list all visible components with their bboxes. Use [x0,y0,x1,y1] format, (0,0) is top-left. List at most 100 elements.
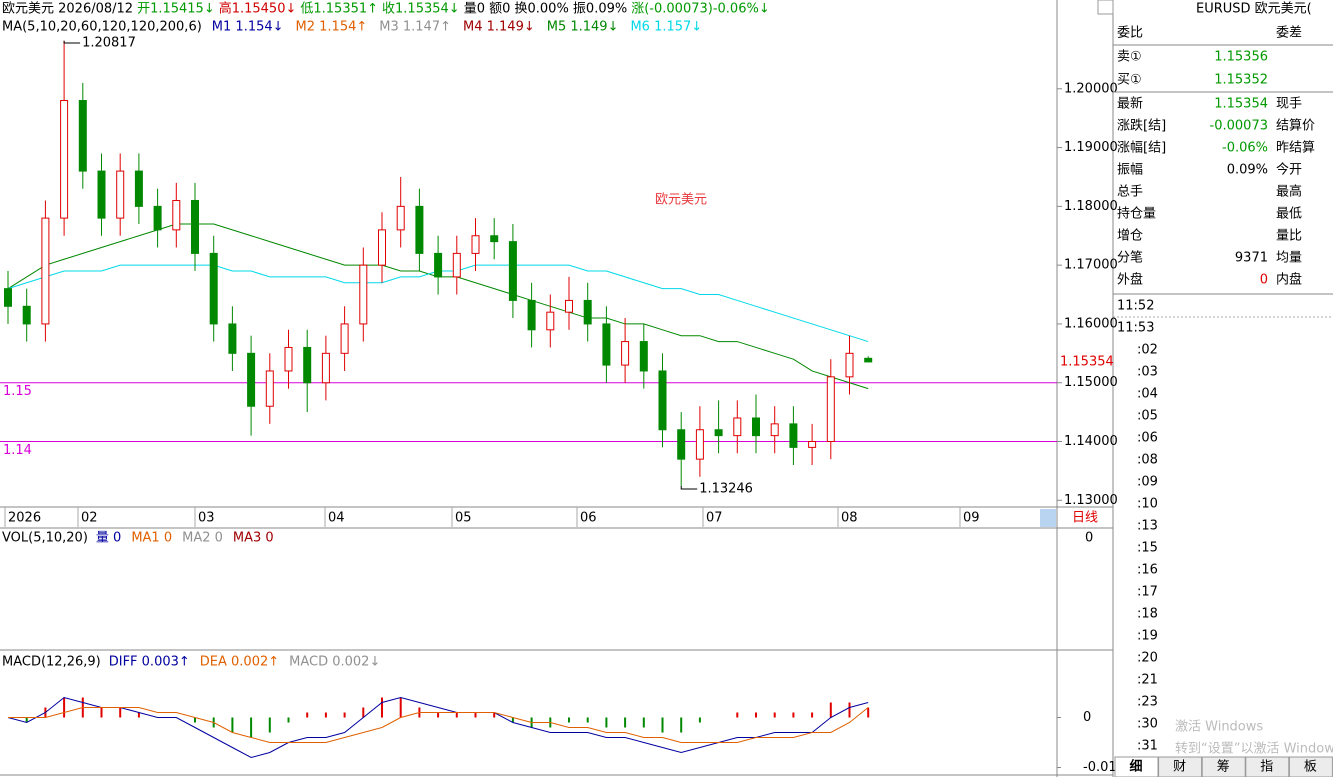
time-item: :08 [1137,453,1158,468]
time-item: :31 [1137,739,1158,754]
time-item: :04 [1137,387,1158,402]
x-tick-label: 05 [455,511,472,526]
candle-body [340,323,349,354]
candle-body [808,441,817,448]
candle-body [97,170,106,219]
min-pointer [680,485,698,490]
x-tick-label: 09 [963,511,980,526]
candle-body [228,323,237,354]
quote-item: 开1.15415↓ [137,2,215,17]
row-label: 最新 [1117,96,1143,112]
menu-box[interactable] [1097,0,1114,15]
candle-body [490,235,499,243]
candle-body [864,357,873,363]
candle-body [602,323,611,366]
y-tick-label: 1.15000 [1064,375,1118,390]
candle-body [247,352,256,407]
x-tick-label: 03 [198,511,215,526]
row-label: 增仓 [1117,229,1143,244]
macd-line [7,696,869,759]
scroll-box[interactable] [1040,509,1056,527]
candle-body [452,252,461,278]
book-label: 卖① [1117,50,1142,65]
period-label: 日线 [1072,511,1098,526]
candle-body [172,199,181,231]
time-item: :23 [1137,695,1158,710]
ma-legend-item: M6 1.157↓ [630,20,702,35]
time-item: :16 [1137,563,1158,578]
row-label: 总手 [1117,185,1143,200]
tab[interactable] [1245,756,1290,777]
quote-item: 高1.15450↓ [219,1,297,17]
candle-body [845,352,854,378]
candle-body [41,217,50,325]
time-item: :03 [1137,365,1158,380]
row-label: 内盘 [1276,272,1302,288]
candle-body [415,205,424,254]
max-pointer [63,40,81,44]
x-tick-label: 08 [841,511,858,526]
row-label: 涨跌[结] [1117,118,1166,134]
candle-body [714,429,723,437]
y-tick-label: 1.17000 [1064,258,1118,273]
ma-legend-item: M1 1.154↓ [212,20,284,35]
candle-body [4,288,12,307]
candle-body [621,341,630,366]
time-item: 11:52 [1117,299,1154,314]
row-label: 分笔 [1117,250,1143,266]
time-item: :21 [1137,673,1158,688]
max-label: 1.20817 [82,36,136,51]
candle-body [527,299,536,331]
tab[interactable] [1158,756,1203,777]
last-price: 1.15354 [1060,354,1114,369]
time-item: :05 [1137,409,1158,424]
watermark: 激活 Windows [1175,720,1263,735]
candle-body [770,423,779,437]
candle-body [22,305,31,325]
candle-body [789,423,798,448]
time-item: :15 [1137,541,1158,556]
macd-tick-label: 0 [1083,710,1091,725]
candle-body [378,229,386,266]
x-tick-label: 06 [580,511,597,526]
vol-title: VOL(5,10,20) [2,531,88,546]
row-label: 外盘 [1117,272,1143,288]
tab[interactable] [1288,756,1333,777]
candle-body [695,429,704,460]
tab[interactable] [1201,756,1246,777]
macd-tick-label: -0.01 [1083,760,1117,775]
candle-body [134,170,143,207]
row-label: 涨幅[结] [1117,141,1166,156]
row-label: 昨结算 [1276,141,1315,156]
ma-legend-item: M5 1.149↓ [547,20,619,35]
tab-label: 财 [1173,760,1186,775]
candle-body [209,252,218,325]
row-label: 量比 [1276,229,1302,244]
macd-legend: MACD 0.002↓ [289,655,380,670]
time-item: :13 [1137,519,1158,534]
candle-body [639,341,648,372]
macd-legend: DIFF 0.003↑ [109,655,190,670]
x-tick-label: 02 [81,511,98,526]
vol-legend: 量 0 [96,531,121,546]
time-item: :17 [1137,585,1158,600]
time-item: :20 [1137,651,1158,666]
candle-body [471,235,480,254]
candle-body [583,299,592,325]
candle-body [284,346,293,372]
quote-item: 欧元美元 2026/08/12 [2,2,133,17]
tab-label: 细 [1129,759,1142,775]
candle-body [396,205,405,231]
row-value: 1.15354 [1214,97,1268,112]
time-item: :02 [1137,343,1158,358]
chart-watermark-title: 欧元美元 [655,193,707,208]
last-price-bg [1058,353,1112,370]
tab[interactable] [1114,756,1159,777]
time-item: :09 [1137,475,1158,490]
quote-item: 量0 额0 换0.00% 振0.09% [464,2,628,17]
candle-body [303,346,312,384]
candle-body [265,370,274,407]
panel-title: EURUSD 欧元美元( [1196,2,1312,17]
y-tick-label: 1.14000 [1064,434,1118,449]
